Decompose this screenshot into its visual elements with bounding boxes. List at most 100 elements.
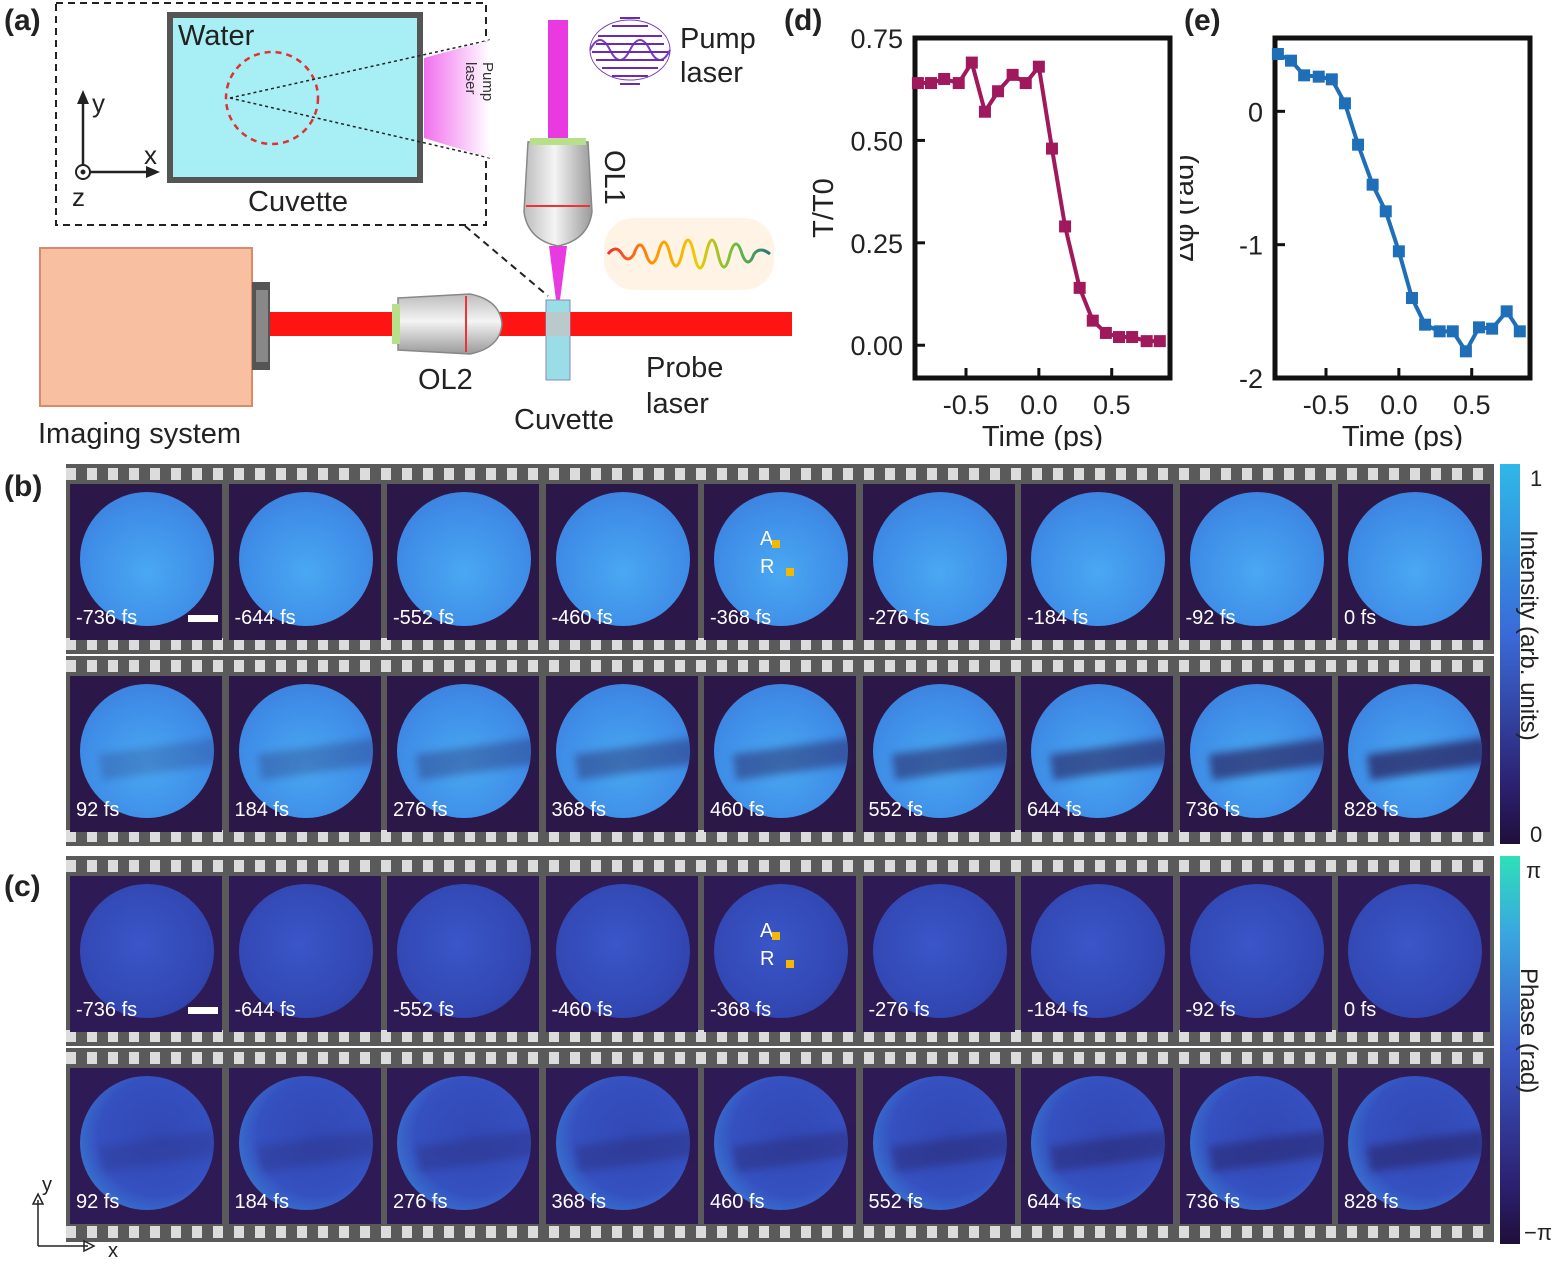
intensity-frame: 828 fs bbox=[1338, 676, 1490, 832]
phase-frame: -552 fs bbox=[387, 876, 539, 1032]
frame-time-label: -644 fs bbox=[234, 999, 296, 1021]
inset-cuvette bbox=[167, 12, 423, 183]
data-point bbox=[1086, 314, 1099, 327]
axis-y-label: y bbox=[92, 88, 105, 118]
data-point bbox=[1153, 335, 1166, 348]
intensity-frame: -644 fs bbox=[228, 484, 381, 640]
y-tick-label: 0.00 bbox=[850, 331, 903, 361]
frame-time-label: 736 fs bbox=[1185, 799, 1240, 821]
sample-image bbox=[238, 492, 373, 626]
phase-frame: 552 fs bbox=[862, 1068, 1015, 1224]
frame-time-label: 184 fs bbox=[234, 1191, 289, 1213]
sample-image bbox=[80, 1076, 214, 1210]
plot-frame bbox=[912, 35, 1173, 381]
data-point bbox=[1032, 60, 1045, 73]
frame-time-label: -368 fs bbox=[710, 607, 772, 629]
sample-image bbox=[1031, 884, 1165, 1018]
frame-time-label: 828 fs bbox=[1344, 799, 1399, 821]
data-point bbox=[1285, 54, 1298, 67]
data-point bbox=[938, 72, 951, 85]
phase-frame: -276 fs bbox=[862, 876, 1015, 1032]
x-tick-label: -0.5 bbox=[1303, 390, 1350, 420]
setup-schematic bbox=[39, 2, 792, 407]
sample-image bbox=[872, 1076, 1007, 1210]
y-tick-label: 0.25 bbox=[850, 229, 903, 259]
scale-bar bbox=[188, 1007, 218, 1014]
intensity-strip-row1: -736 fs -644 fs -552 fs -460 fs -368 fs A R -27… bbox=[66, 464, 1494, 654]
sample-image bbox=[555, 1076, 690, 1210]
ol2-label: OL2 bbox=[418, 364, 473, 396]
phase-frame: 368 fs bbox=[545, 1068, 698, 1224]
intensity-frame: 184 fs bbox=[228, 676, 381, 832]
sample-image bbox=[714, 1076, 848, 1210]
corner-axes bbox=[31, 1192, 96, 1253]
data-point bbox=[1312, 70, 1325, 83]
sample-image bbox=[1189, 492, 1324, 626]
sample-image bbox=[397, 884, 531, 1018]
data-point bbox=[1006, 68, 1019, 81]
phase-frame: -460 fs bbox=[545, 876, 698, 1032]
data-point bbox=[911, 77, 924, 90]
data-point bbox=[1113, 331, 1125, 344]
sample-image bbox=[1348, 1076, 1482, 1210]
phase-frame: -736 fs bbox=[70, 876, 222, 1032]
frame-time-label: -184 fs bbox=[1027, 607, 1089, 629]
frame-time-label: -460 fs bbox=[551, 607, 613, 629]
phase-frame: 460 fs bbox=[704, 1068, 856, 1224]
phase-colorbar-min: −π bbox=[1524, 1220, 1553, 1245]
sample-image bbox=[872, 884, 1007, 1018]
film-perforation bbox=[66, 1052, 1494, 1064]
sample-image bbox=[397, 492, 531, 626]
data-point bbox=[978, 105, 991, 118]
sample-image bbox=[555, 492, 690, 626]
data-point bbox=[1099, 326, 1112, 339]
x-tick-label: 0.0 bbox=[1380, 390, 1418, 420]
inset-cuvette-label: Cuvette bbox=[248, 186, 348, 218]
y-tick-label: -1 bbox=[1239, 231, 1263, 261]
phase-frame: 736 fs bbox=[1179, 1068, 1332, 1224]
x-tick-label: 0.5 bbox=[1453, 390, 1491, 420]
sample-image bbox=[714, 684, 848, 818]
inset-pump-label: Pump laser bbox=[462, 62, 496, 102]
film-perforation bbox=[66, 638, 1494, 650]
data-point bbox=[1419, 318, 1432, 331]
phase-colorbar-max: π bbox=[1526, 858, 1542, 883]
plot-frame bbox=[1272, 35, 1533, 381]
film-perforation bbox=[66, 468, 1494, 480]
intensity-frame: -552 fs bbox=[387, 484, 539, 640]
marker-point bbox=[772, 932, 780, 940]
intensity-frame: 644 fs bbox=[1021, 676, 1173, 832]
frame-time-label: -460 fs bbox=[551, 999, 613, 1021]
x-tick-label: 0.5 bbox=[1093, 390, 1131, 420]
sample-image bbox=[397, 1076, 531, 1210]
data-point bbox=[1473, 321, 1485, 334]
data-point bbox=[1459, 345, 1472, 358]
y-tick-label: 0 bbox=[1248, 97, 1263, 127]
sample-image bbox=[238, 684, 373, 818]
data-point bbox=[1405, 292, 1418, 304]
data-point bbox=[1298, 69, 1311, 82]
sample-image bbox=[1348, 492, 1482, 626]
phase-frame: -368 fs A R bbox=[704, 876, 856, 1032]
sample-image bbox=[1189, 1076, 1324, 1210]
cuvette-label: Cuvette bbox=[514, 404, 614, 436]
intensity-frame: 736 fs bbox=[1179, 676, 1332, 832]
ol1-label: OL1 bbox=[598, 150, 630, 205]
data-point bbox=[1366, 178, 1379, 191]
sample-image bbox=[1189, 884, 1324, 1018]
axis-z-label: z bbox=[72, 182, 85, 212]
frame-time-label: 552 fs bbox=[868, 1191, 923, 1213]
panel-label-a: (a) bbox=[4, 4, 41, 37]
data-point bbox=[1045, 142, 1058, 155]
frame-time-label: 0 fs bbox=[1344, 607, 1377, 629]
sample-image bbox=[80, 684, 214, 818]
probe-pulse-icon bbox=[606, 238, 771, 270]
frame-time-label: -552 fs bbox=[393, 607, 455, 629]
panel-label-d: (d) bbox=[784, 4, 823, 37]
data-point bbox=[1486, 322, 1499, 335]
sample-image bbox=[1348, 884, 1482, 1018]
sample-image bbox=[555, 684, 690, 818]
frame-time-label: -276 fs bbox=[868, 999, 930, 1021]
marker-label: A bbox=[760, 528, 774, 550]
frame-time-label: -736 fs bbox=[76, 607, 138, 629]
